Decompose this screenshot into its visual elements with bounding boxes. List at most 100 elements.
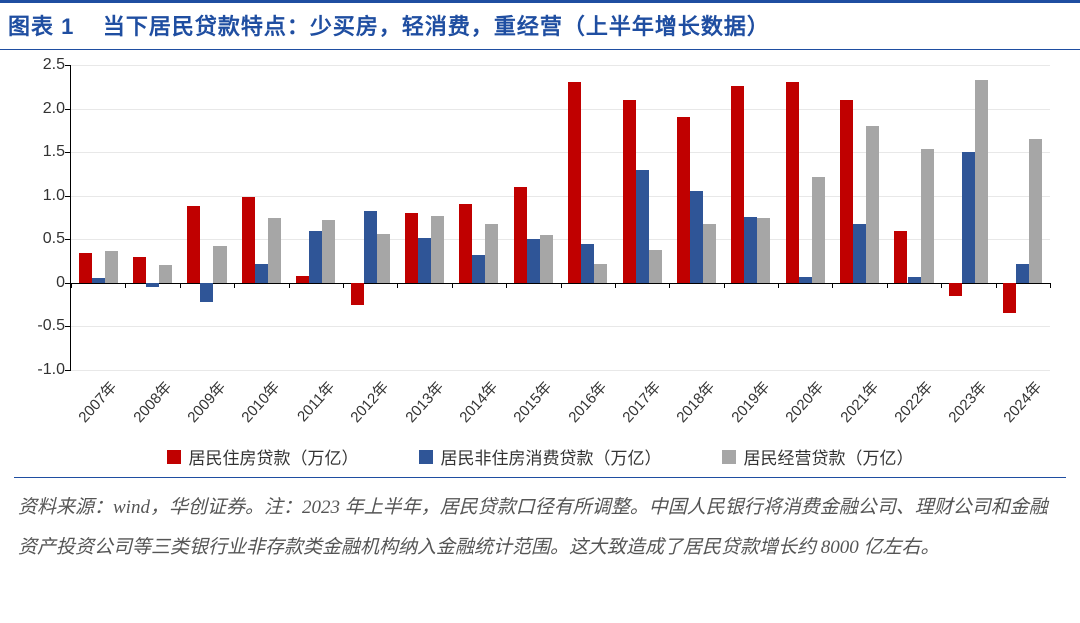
legend-swatch — [167, 450, 181, 464]
bar — [242, 197, 255, 282]
gridline — [71, 196, 1050, 197]
xtick-mark — [887, 283, 888, 288]
bar — [894, 231, 907, 283]
xtick-label: 2014年 — [450, 373, 502, 427]
xtick-mark — [615, 283, 616, 288]
bar — [1003, 283, 1016, 314]
legend-swatch — [722, 450, 736, 464]
ytick-label: 2.0 — [43, 100, 71, 118]
bar — [1029, 139, 1042, 283]
bar — [812, 177, 825, 283]
xtick-mark — [343, 283, 344, 288]
bar — [1016, 264, 1029, 283]
xtick-label: 2018年 — [667, 373, 719, 427]
xtick-mark — [1050, 283, 1051, 288]
bar — [92, 278, 105, 283]
bar — [757, 218, 770, 282]
bar — [146, 283, 159, 287]
bar — [79, 253, 92, 283]
xtick-mark — [778, 283, 779, 288]
xtick-label: 2013年 — [395, 373, 447, 427]
xtick-mark — [234, 283, 235, 288]
xtick-mark — [397, 283, 398, 288]
xtick-label: 2009年 — [178, 373, 230, 427]
bar — [786, 82, 799, 282]
legend-label: 居民住房贷款（万亿） — [189, 444, 359, 469]
chart-area: -1.0-0.500.51.01.52.02.52007年2008年2009年2… — [20, 60, 1060, 440]
ytick-label: -1.0 — [37, 361, 71, 379]
xtick-label: 2010年 — [232, 373, 284, 427]
bar — [187, 206, 200, 283]
bar — [636, 170, 649, 283]
xtick-mark — [561, 283, 562, 288]
xtick-mark — [125, 283, 126, 288]
footnote-separator — [14, 477, 1066, 478]
bar — [133, 257, 146, 283]
gridline — [71, 109, 1050, 110]
bar — [322, 220, 335, 283]
legend-item: 居民住房贷款（万亿） — [167, 444, 359, 469]
bar — [296, 276, 309, 283]
xtick-label: 2017年 — [613, 373, 665, 427]
bar — [200, 283, 213, 302]
bar — [472, 255, 485, 283]
xtick-label: 2024年 — [993, 373, 1045, 427]
gridline — [71, 65, 1050, 66]
bar — [649, 250, 662, 283]
bar — [703, 224, 716, 282]
bar — [866, 126, 879, 283]
xtick-mark — [71, 283, 72, 288]
bar — [351, 283, 364, 305]
bar — [105, 251, 118, 282]
bar — [799, 277, 812, 283]
bar — [623, 100, 636, 283]
xtick-label: 2007年 — [69, 373, 121, 427]
bar — [213, 246, 226, 283]
bar — [594, 264, 607, 283]
xtick-label: 2015年 — [504, 373, 556, 427]
bar — [485, 224, 498, 282]
ytick-label: 2.5 — [43, 56, 71, 74]
xtick-mark — [289, 283, 290, 288]
footnote-text: 资料来源：wind，华创证券。注：2023 年上半年，居民贷款口径有所调整。中国… — [18, 488, 1062, 568]
bar — [159, 265, 172, 282]
bar — [459, 204, 472, 282]
xtick-mark — [832, 283, 833, 288]
gridline — [71, 326, 1050, 327]
gridline — [71, 152, 1050, 153]
ytick-label: 1.0 — [43, 187, 71, 205]
bar — [853, 224, 866, 283]
bar — [921, 149, 934, 283]
bar — [405, 213, 418, 283]
xtick-label: 2023年 — [939, 373, 991, 427]
gridline — [71, 370, 1050, 371]
xtick-mark — [506, 283, 507, 288]
bar — [744, 217, 757, 283]
legend-item: 居民经营贷款（万亿） — [722, 444, 914, 469]
bar — [581, 244, 594, 283]
bar — [731, 86, 744, 283]
title-text: 当下居民贷款特点：少买房，轻消费，重经营（上半年增长数据） — [103, 14, 770, 39]
xtick-mark — [452, 283, 453, 288]
xtick-label: 2011年 — [287, 373, 339, 426]
legend-label: 居民经营贷款（万亿） — [744, 444, 914, 469]
ytick-label: 0 — [56, 274, 71, 292]
xtick-label: 2020年 — [776, 373, 828, 427]
plot-region: -1.0-0.500.51.01.52.02.52007年2008年2009年2… — [70, 65, 1050, 370]
figure-container: 图表 1 当下居民贷款特点：少买房，轻消费，重经营（上半年增长数据） -1.0-… — [0, 0, 1080, 623]
xtick-mark — [941, 283, 942, 288]
bar — [690, 191, 703, 283]
bar — [677, 117, 690, 283]
bar — [840, 100, 853, 283]
bar — [418, 238, 431, 283]
bar — [540, 235, 553, 283]
ytick-label: 1.5 — [43, 143, 71, 161]
bar — [309, 231, 322, 283]
legend-item: 居民非住房消费贷款（万亿） — [419, 444, 662, 469]
bar — [268, 218, 281, 283]
xtick-label: 2016年 — [558, 373, 610, 427]
bar — [949, 283, 962, 296]
ytick-label: -0.5 — [37, 317, 71, 335]
bar — [962, 152, 975, 283]
bar — [908, 277, 921, 283]
